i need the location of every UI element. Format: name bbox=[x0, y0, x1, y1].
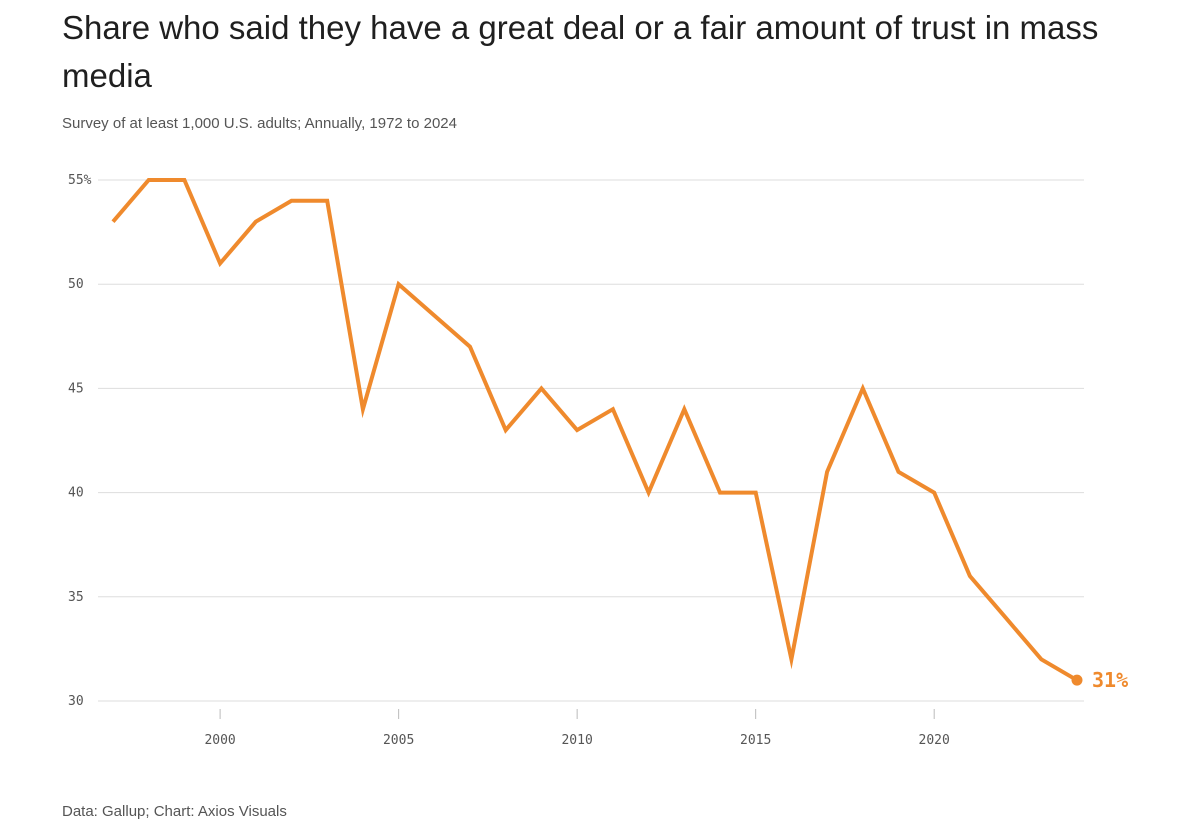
data-point-2000 bbox=[218, 261, 222, 265]
data-point-2005 bbox=[397, 282, 401, 286]
data-point-2014 bbox=[718, 491, 722, 495]
data-point-2019 bbox=[896, 470, 900, 474]
data-point-2001 bbox=[254, 220, 258, 224]
data-point-2021 bbox=[968, 574, 972, 578]
data-point-2013 bbox=[682, 407, 686, 411]
data-point-2012 bbox=[647, 491, 651, 495]
y-tick-label-40: 40 bbox=[68, 486, 84, 501]
point-layer bbox=[111, 178, 1083, 686]
data-point-2002 bbox=[290, 199, 294, 203]
data-point-2016 bbox=[789, 657, 793, 661]
y-tick-label-50: 50 bbox=[68, 277, 84, 292]
data-point-2006 bbox=[432, 313, 436, 317]
data-point-2022 bbox=[1004, 616, 1008, 620]
y-tick-label-35: 35 bbox=[68, 590, 84, 605]
x-axis-ticks: 2000 2005 2010 2015 2020 bbox=[204, 709, 950, 748]
x-tick-label-2005: 2005 bbox=[383, 733, 414, 748]
series-line-0 bbox=[111, 178, 1079, 682]
data-point-2017 bbox=[825, 470, 829, 474]
x-tick-label-2020: 2020 bbox=[919, 733, 950, 748]
data-point-2008 bbox=[504, 428, 508, 432]
data-point-2007 bbox=[468, 345, 472, 349]
data-point-1999 bbox=[182, 178, 186, 182]
data-point-1997 bbox=[111, 220, 115, 224]
data-point-2009 bbox=[539, 386, 543, 390]
end-value-label: 31% bbox=[1092, 668, 1128, 692]
data-point-2018 bbox=[861, 386, 865, 390]
chart-subtitle: Survey of at least 1,000 U.S. adults; An… bbox=[62, 115, 457, 132]
y-tick-label-55: 55% bbox=[68, 173, 92, 188]
data-point-2003 bbox=[325, 199, 329, 203]
data-point-2010 bbox=[575, 428, 579, 432]
data-point-2004 bbox=[361, 407, 365, 411]
series-layer bbox=[111, 178, 1079, 682]
chart-title: Share who said they have a great deal or… bbox=[62, 9, 1099, 94]
data-point-2020 bbox=[932, 491, 936, 495]
x-tick-label-2000: 2000 bbox=[204, 733, 235, 748]
x-tick-label-2015: 2015 bbox=[740, 733, 771, 748]
end-point-marker bbox=[1071, 674, 1083, 686]
line-chart: 30 35 40 45 50 55% 2000 2005 2010 2015 2020 31% bbox=[68, 173, 1128, 748]
gridlines bbox=[98, 179, 1084, 702]
y-tick-label-45: 45 bbox=[68, 381, 84, 396]
y-tick-label-30: 30 bbox=[68, 694, 84, 709]
x-tick-label-2010: 2010 bbox=[561, 733, 592, 748]
data-point-2011 bbox=[611, 407, 615, 411]
data-point-2015 bbox=[754, 491, 758, 495]
y-axis-ticks: 30 35 40 45 50 55% bbox=[68, 173, 92, 709]
data-point-1998 bbox=[147, 178, 151, 182]
source-footer: Data: Gallup; Chart: Axios Visuals bbox=[62, 803, 287, 820]
end-label-layer: 31% bbox=[1092, 668, 1128, 692]
data-point-2023 bbox=[1039, 657, 1043, 661]
